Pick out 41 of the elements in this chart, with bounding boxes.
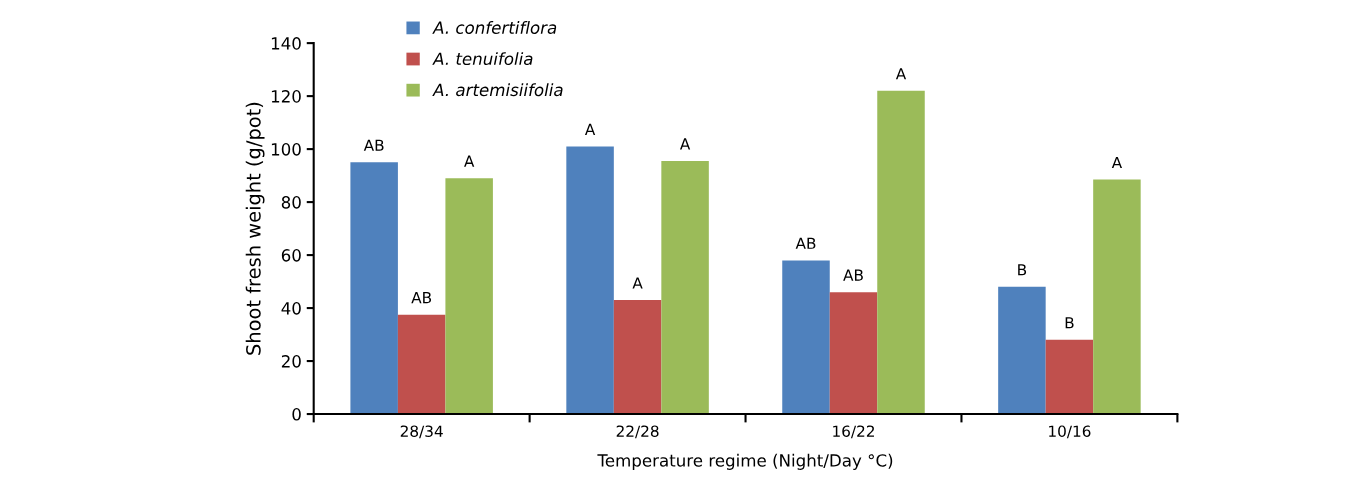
bar bbox=[613, 300, 662, 415]
bar bbox=[998, 286, 1046, 415]
x-axis-title: Temperature regime (Night/Day °C) bbox=[597, 453, 893, 470]
data-label: A bbox=[464, 155, 475, 167]
bar bbox=[782, 260, 830, 415]
y-tick-label: 20 bbox=[281, 355, 301, 368]
bar bbox=[661, 161, 709, 415]
data-label: B bbox=[1018, 264, 1027, 276]
bar bbox=[445, 178, 493, 415]
bar bbox=[1045, 339, 1094, 415]
x-tick-label: 22/28 bbox=[616, 425, 659, 439]
bar bbox=[829, 292, 878, 415]
y-axis-title: Shoot fresh weight (g/pot) bbox=[245, 102, 265, 355]
data-label: A bbox=[679, 138, 691, 150]
data-label: A bbox=[632, 277, 643, 289]
data-label: AB bbox=[795, 237, 816, 249]
data-label: AB bbox=[411, 292, 432, 304]
x-tick-label: 28/34 bbox=[400, 425, 443, 439]
data-label: AB bbox=[843, 269, 863, 281]
data-label: A bbox=[1111, 156, 1123, 169]
y-tick-label: 140 bbox=[271, 37, 301, 50]
y-tick-label: 60 bbox=[281, 249, 301, 262]
y-tick-label: 100 bbox=[271, 143, 301, 156]
data-label: AB bbox=[363, 139, 384, 151]
x-tick-label: 16/22 bbox=[833, 425, 874, 439]
legend-label: A. artemisiifolia bbox=[432, 83, 563, 97]
x-tick-label: 10/16 bbox=[1049, 425, 1091, 439]
y-tick-label: 0 bbox=[292, 408, 301, 421]
data-label: A bbox=[895, 68, 907, 80]
bar bbox=[877, 90, 925, 415]
y-tick-label: 120 bbox=[271, 90, 301, 103]
bar bbox=[566, 146, 614, 415]
y-tick-label: 40 bbox=[281, 302, 301, 315]
data-label: A bbox=[584, 123, 596, 135]
legend-label: A. tenuifolia bbox=[432, 52, 533, 66]
legend-label: A. confertiflora bbox=[432, 21, 557, 34]
bar bbox=[1093, 179, 1141, 415]
data-label: B bbox=[1065, 317, 1074, 329]
y-tick-label: 80 bbox=[281, 196, 301, 209]
bar bbox=[350, 162, 398, 415]
bar bbox=[397, 314, 446, 415]
